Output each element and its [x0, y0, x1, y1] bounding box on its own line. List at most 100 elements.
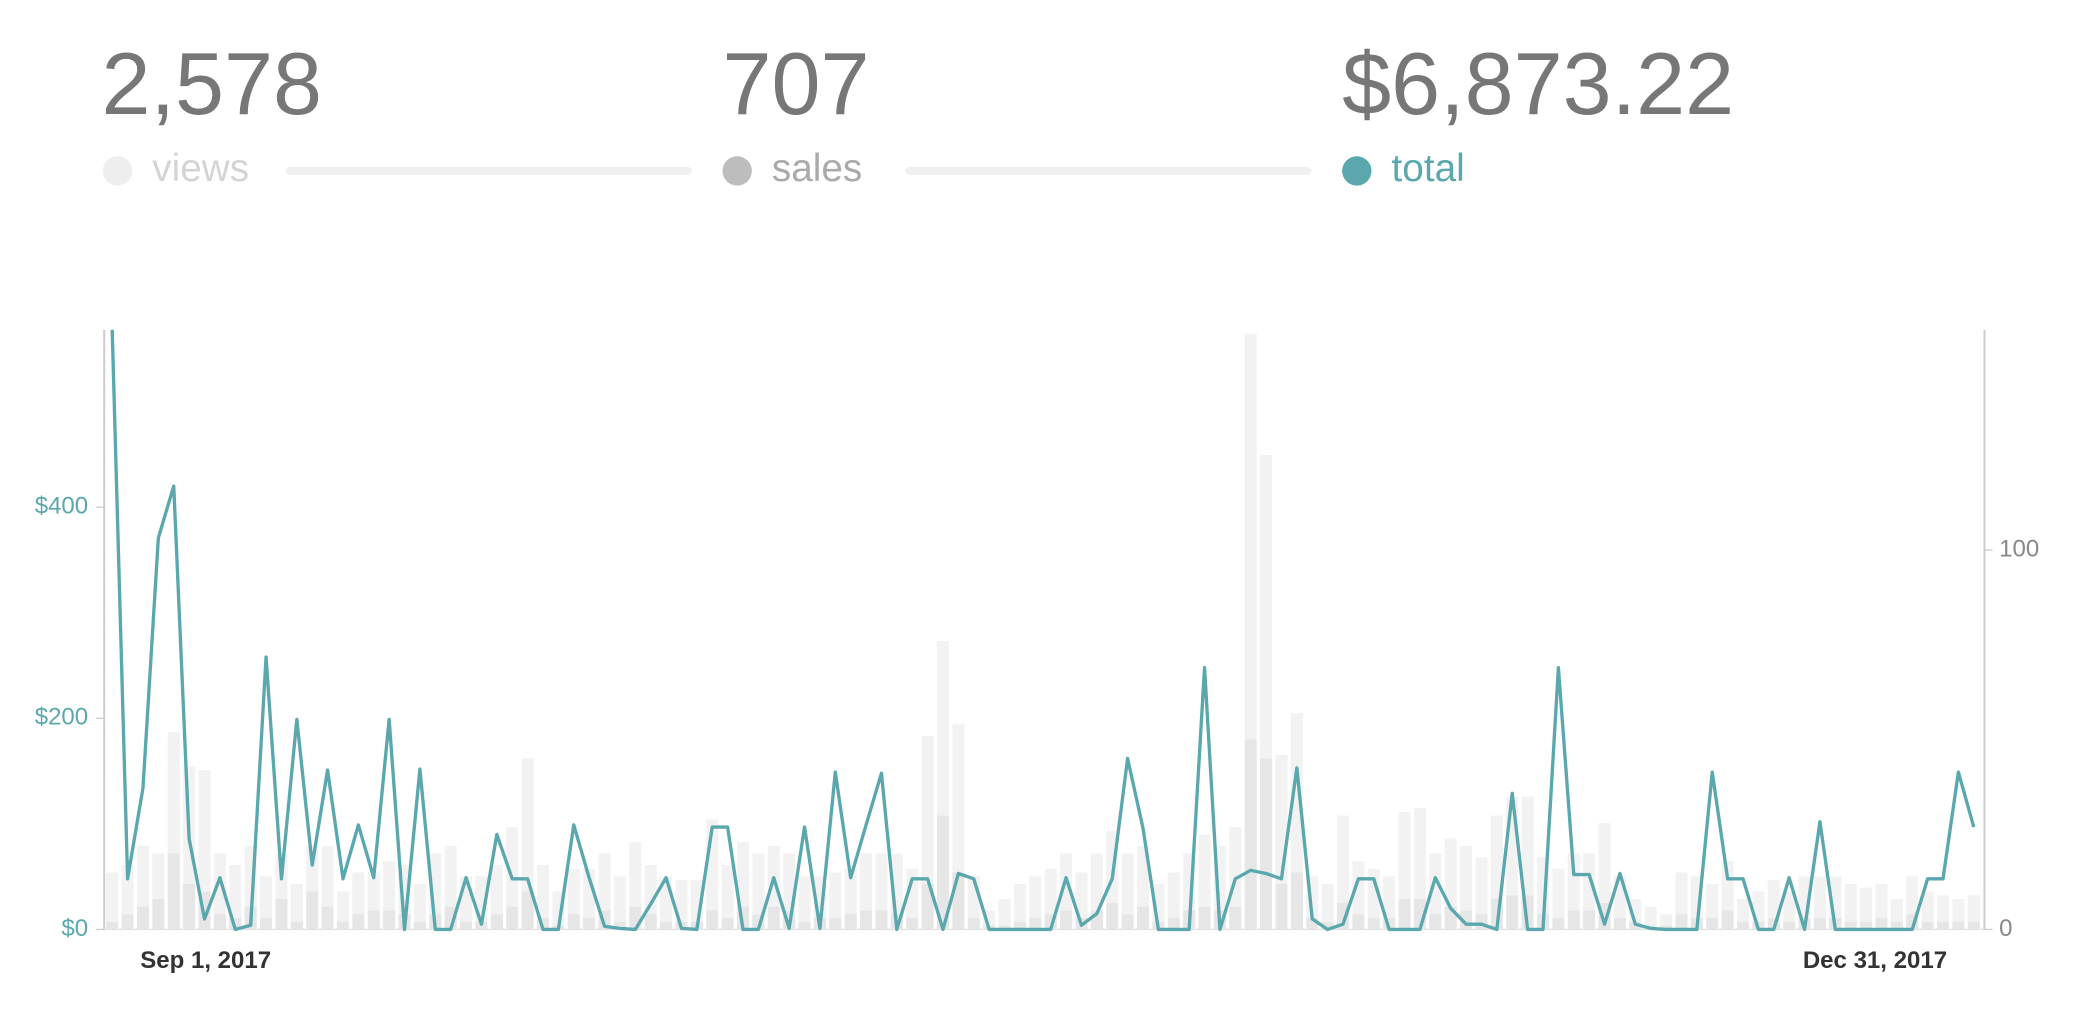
sales-bar	[1429, 914, 1442, 930]
sales-bar	[260, 918, 273, 930]
sales-bar	[967, 918, 980, 930]
sales-bar	[1506, 895, 1519, 930]
sales-bar	[1660, 925, 1673, 930]
sales-bar	[352, 914, 365, 930]
sales-bar	[860, 910, 873, 930]
sales-slider	[905, 166, 1312, 175]
sales-bar	[844, 914, 857, 930]
sales-bar	[1875, 918, 1888, 930]
views-bar	[644, 864, 657, 930]
views-bar	[721, 864, 734, 930]
total-dot[interactable]	[1342, 156, 1372, 186]
sales-bar	[290, 921, 303, 930]
sales-bar	[1952, 921, 1965, 930]
sales-bar	[660, 921, 673, 930]
sales-bar	[1844, 921, 1857, 930]
views-bar	[198, 770, 211, 930]
views-bar	[1613, 876, 1626, 930]
sales-label[interactable]: sales	[772, 147, 862, 190]
y2-tick-label: 0	[1999, 915, 2012, 942]
sales-bar	[136, 906, 149, 930]
sales-bar	[1244, 739, 1257, 930]
sales-bar	[613, 921, 626, 930]
sales-bar	[183, 883, 196, 930]
sales-bar	[998, 925, 1011, 930]
views-bar	[1644, 906, 1657, 930]
sales-bar	[1736, 921, 1750, 930]
total-label[interactable]: total	[1392, 147, 1465, 190]
sales-bar	[1967, 921, 1980, 930]
views-bar	[1460, 845, 1473, 930]
sales-bar	[321, 906, 334, 930]
sales-bar	[1675, 914, 1688, 930]
sales-bar	[1352, 914, 1365, 930]
sales-bar	[1106, 902, 1119, 930]
y-tick-label: $0	[61, 915, 88, 942]
sales-bar	[952, 872, 965, 930]
views-bar	[998, 899, 1011, 930]
sales-bar	[167, 853, 180, 930]
x-tick-label: Dec 31, 2017	[1803, 947, 1947, 974]
sales-bar	[1937, 921, 1950, 930]
views-bar	[229, 864, 242, 930]
sales-bar	[1229, 906, 1242, 930]
sales-bar	[1367, 918, 1380, 930]
views-label[interactable]: views	[152, 147, 249, 190]
views-bar	[798, 876, 811, 930]
sales-bar	[275, 899, 288, 930]
sales-bar	[413, 921, 426, 930]
views-dot[interactable]	[102, 156, 133, 186]
views-bar	[1167, 872, 1180, 930]
sales-bar	[306, 891, 319, 930]
sales-bar	[1336, 902, 1350, 930]
views-bar	[1321, 883, 1334, 930]
sales-bar	[921, 883, 934, 930]
views-bar	[567, 868, 580, 930]
views-bar	[1844, 883, 1857, 930]
sales-bar	[1813, 918, 1826, 930]
views-bar	[1967, 895, 1980, 930]
sales-bar	[1552, 918, 1565, 930]
views-bar	[829, 872, 842, 930]
sales-bar	[1260, 758, 1273, 930]
views-bar	[490, 864, 503, 930]
views-bar	[336, 891, 349, 930]
views-bar	[413, 883, 426, 930]
views-bar	[844, 868, 857, 930]
sales-bar	[506, 906, 519, 930]
sales-bar	[1321, 921, 1334, 930]
sales-bar	[829, 918, 842, 930]
sales-bar	[936, 815, 950, 930]
views-bar	[1813, 876, 1826, 930]
sales-bar	[490, 914, 503, 930]
sales-bar	[629, 906, 642, 930]
sales-bar	[121, 914, 134, 930]
sales-bar	[1890, 921, 1903, 930]
sales-bar	[106, 921, 119, 930]
sales-bar	[567, 914, 580, 930]
sales-bar	[798, 921, 811, 930]
sales-bar	[1613, 918, 1626, 930]
sales-bar	[875, 910, 888, 930]
sales-bar	[1860, 921, 1873, 930]
views-bar	[1921, 891, 1934, 930]
views-bar	[1029, 876, 1042, 930]
sales-bar	[152, 899, 165, 930]
views-bar	[613, 876, 626, 930]
views-value: 2,578	[102, 34, 323, 133]
views-bar	[1783, 891, 1796, 930]
sales-bar	[583, 918, 596, 930]
sales-bar	[336, 921, 349, 930]
sales-bar	[213, 914, 226, 930]
views-bar	[1475, 857, 1488, 930]
sales-value: 707	[722, 34, 869, 133]
sales-bar	[1290, 872, 1303, 930]
views-bar	[260, 876, 273, 930]
sales-bar	[1013, 921, 1026, 930]
views-bar	[1336, 815, 1350, 930]
sales-dot[interactable]	[722, 156, 752, 186]
views-bar	[921, 735, 934, 930]
sales-bar	[767, 906, 780, 930]
views-bar	[1013, 883, 1026, 930]
